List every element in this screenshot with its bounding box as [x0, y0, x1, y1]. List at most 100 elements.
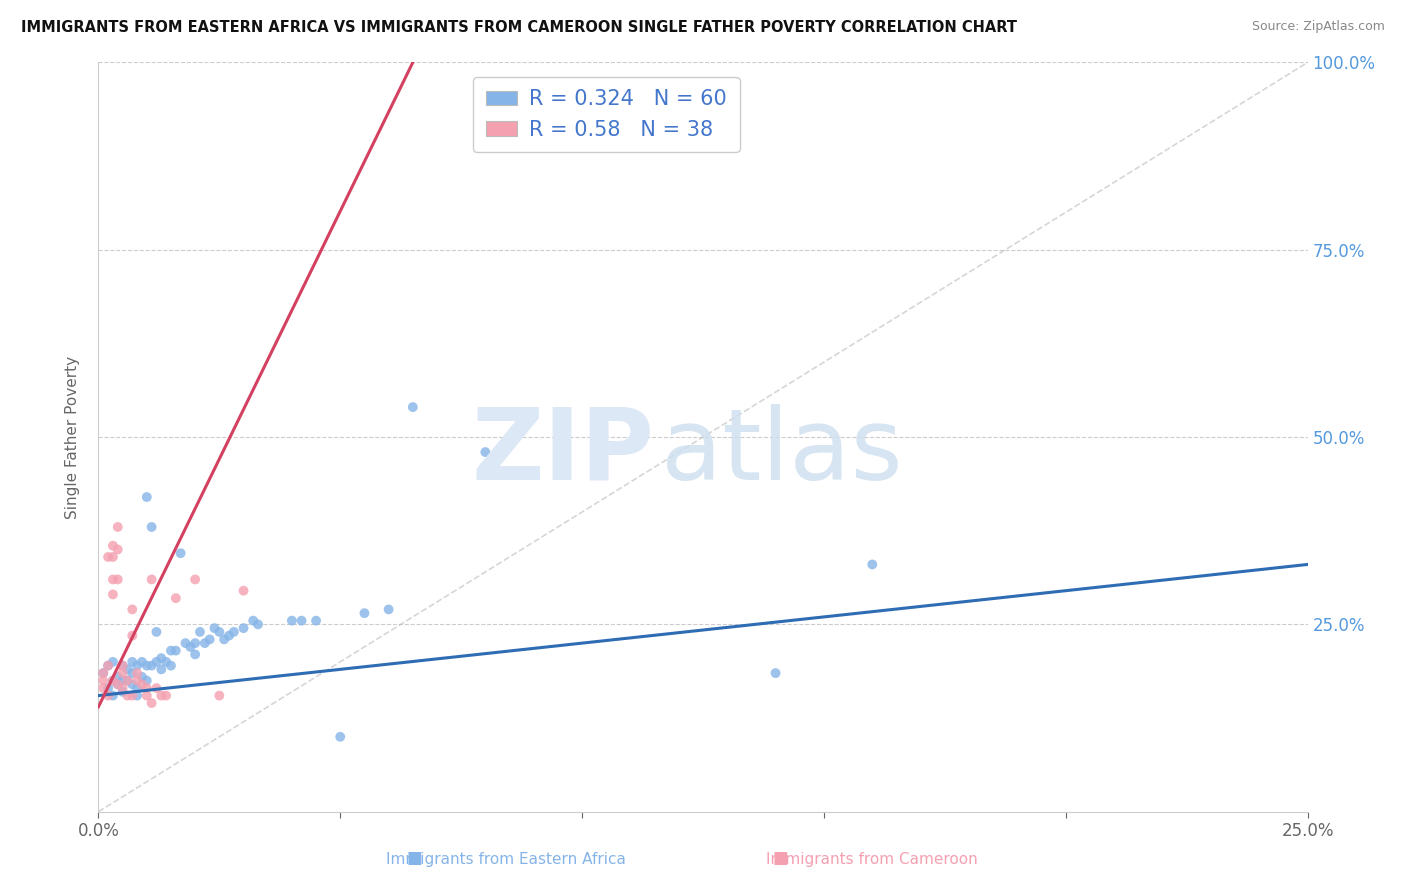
Point: [97, 689, 120, 703]
Point: [127, 673, 149, 688]
Point: [184, 573, 207, 587]
Y-axis label: Single Father Poverty: Single Father Poverty: [65, 356, 80, 518]
Text: Source: ZipAtlas.com: Source: ZipAtlas.com: [1251, 20, 1385, 33]
Text: Immigrants from Eastern Africa: Immigrants from Eastern Africa: [387, 852, 626, 867]
Point: [135, 689, 157, 703]
Point: [107, 520, 129, 534]
Point: [97, 658, 120, 673]
Point: [204, 621, 226, 635]
Point: [160, 658, 183, 673]
Point: [101, 549, 124, 564]
Point: [353, 606, 375, 620]
Point: [101, 689, 124, 703]
Text: Immigrants from Cameroon: Immigrants from Cameroon: [766, 852, 977, 867]
Point: [145, 681, 167, 695]
Text: ■: ■: [406, 849, 423, 867]
Point: [117, 689, 139, 703]
Point: [101, 655, 124, 669]
Point: [155, 689, 177, 703]
Point: [91, 681, 114, 695]
Point: [218, 629, 240, 643]
Point: [174, 636, 197, 650]
Point: [198, 632, 221, 647]
Point: [141, 573, 163, 587]
Point: [97, 681, 120, 695]
Point: [107, 573, 129, 587]
Point: [135, 658, 157, 673]
Point: [111, 681, 134, 695]
Point: [121, 666, 143, 681]
Point: [121, 689, 143, 703]
Point: [179, 640, 201, 654]
Point: [117, 673, 139, 688]
Point: [97, 549, 120, 564]
Point: [247, 617, 270, 632]
Point: [111, 658, 134, 673]
Point: [208, 689, 231, 703]
Point: [117, 673, 139, 688]
Point: [184, 648, 207, 662]
Point: [377, 602, 399, 616]
Point: [127, 681, 149, 695]
Point: [101, 539, 124, 553]
Point: [160, 643, 183, 657]
Point: [242, 614, 264, 628]
Point: [121, 677, 143, 691]
Point: [127, 666, 149, 681]
Point: [141, 696, 163, 710]
Point: [141, 520, 163, 534]
Point: [111, 666, 134, 681]
Point: [111, 673, 134, 688]
Point: [101, 573, 124, 587]
Point: [165, 643, 187, 657]
Point: [184, 636, 207, 650]
Point: [91, 666, 114, 681]
Point: [121, 655, 143, 669]
Point: [135, 673, 157, 688]
Point: [290, 614, 312, 628]
Point: [860, 558, 883, 572]
Legend: R = 0.324   N = 60, R = 0.58   N = 38: R = 0.324 N = 60, R = 0.58 N = 38: [472, 77, 740, 152]
Point: [131, 670, 153, 684]
Point: [145, 655, 167, 669]
Point: [150, 651, 173, 665]
Point: [135, 490, 157, 504]
Point: [91, 666, 114, 681]
Point: [150, 662, 173, 676]
Point: [402, 400, 425, 414]
Text: ZIP: ZIP: [472, 403, 655, 500]
Point: [232, 583, 254, 598]
Point: [101, 673, 124, 688]
Point: [131, 677, 153, 691]
Point: [131, 655, 153, 669]
Point: [165, 591, 187, 606]
Point: [127, 658, 149, 673]
Point: [127, 689, 149, 703]
Point: [107, 542, 129, 557]
Point: [111, 658, 134, 673]
Point: [121, 602, 143, 616]
Point: [329, 730, 352, 744]
Point: [208, 624, 231, 639]
Point: [101, 587, 124, 601]
Point: [101, 673, 124, 688]
Point: [107, 677, 129, 691]
Point: [305, 614, 328, 628]
Point: [150, 689, 173, 703]
Point: [188, 624, 211, 639]
Point: [141, 658, 163, 673]
Point: [222, 624, 245, 639]
Point: [281, 614, 304, 628]
Point: [145, 624, 167, 639]
Point: [135, 681, 157, 695]
Point: [121, 629, 143, 643]
Point: [155, 655, 177, 669]
Point: [111, 685, 134, 699]
Point: [91, 673, 114, 688]
Point: [117, 662, 139, 676]
Point: [107, 677, 129, 691]
Point: [169, 546, 191, 560]
Point: [97, 658, 120, 673]
Point: [232, 621, 254, 635]
Text: ■: ■: [772, 849, 789, 867]
